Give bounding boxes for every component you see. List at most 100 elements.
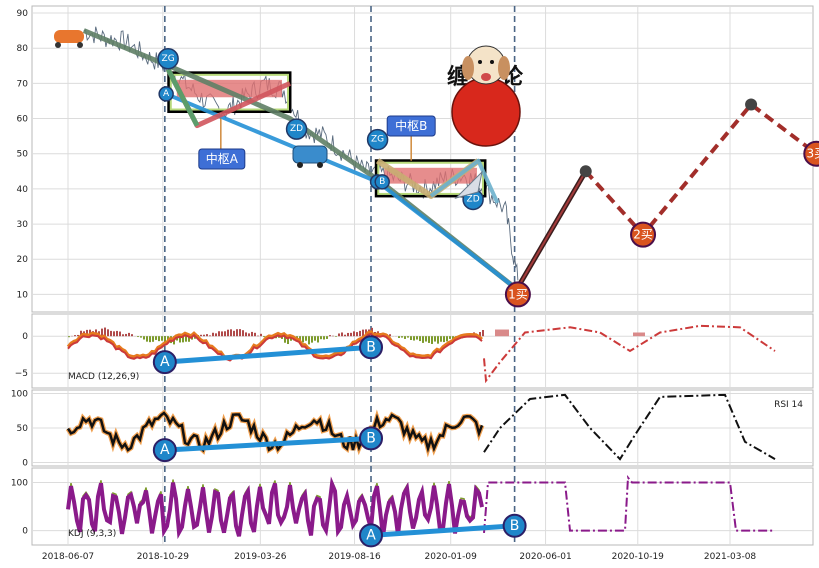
annotation-marker (504, 281, 531, 308)
annotation-marker (285, 118, 308, 140)
macd-histogram-bar (233, 330, 235, 337)
macd-projection-bar (633, 332, 645, 337)
plane-icon (454, 170, 483, 199)
annotation-label: 2买 (633, 228, 653, 242)
callout-label-a: 中枢A (206, 151, 239, 166)
panel-frame-macd (31, 313, 814, 389)
annotation-label: ZG (371, 135, 384, 145)
car-wheel (317, 162, 323, 168)
annotation-marker (157, 48, 179, 70)
x-tick-label: 2018-10-29 (137, 552, 190, 562)
kdj-divergence-label: B (510, 518, 520, 534)
callout-label-b: 中枢B (395, 118, 427, 133)
macd-histogram-bar (341, 332, 343, 337)
rsi-divergence-marker (152, 438, 177, 463)
macd-divergence-marker (359, 335, 384, 360)
annotation-marker (366, 128, 389, 151)
macd-histogram-bar (248, 333, 250, 337)
macd-histogram-bar (185, 336, 187, 342)
macd-histogram-bar (326, 336, 328, 339)
macd-divergence-line (164, 344, 372, 365)
macd-histogram-bar (335, 336, 337, 337)
macd-histogram-bar (434, 336, 436, 342)
macd-histogram-bar (479, 332, 481, 337)
kdj-projection-line (483, 475, 775, 534)
macd-divergence-label: B (366, 339, 376, 355)
kdj-divergence-marker (502, 513, 527, 538)
annotation-marker (374, 174, 390, 190)
macd-histogram-bar (182, 336, 184, 343)
pivot-band (176, 79, 282, 98)
x-tick-label: 2020-10-19 (612, 552, 665, 562)
x-tick-label: 2021-03-08 (704, 552, 757, 562)
annotation-label: ZD (467, 194, 480, 204)
macd-histogram-bar (281, 336, 283, 339)
y-tick-label: 50 (17, 150, 29, 160)
macd-histogram-bar (224, 331, 226, 337)
macd-histogram-bar (350, 332, 352, 337)
macd-histogram-bar (338, 333, 340, 337)
macd-histogram-bar (107, 329, 109, 337)
mascot-ear-left (462, 56, 474, 80)
callout-box-a (198, 148, 246, 170)
y-tick-label: 80 (17, 44, 29, 54)
rsi-projection-line (483, 393, 776, 461)
mascot-ear-right (498, 56, 510, 80)
y-tick-label: 90 (17, 9, 29, 19)
macd-histogram-bar (113, 331, 115, 337)
macd-histogram-bar (344, 334, 346, 337)
macd-histogram-bar (287, 336, 289, 345)
y-tick-label: 10 (17, 290, 29, 300)
macd-histogram-bar (446, 336, 448, 342)
panel-frame-price (31, 5, 814, 313)
macd-histogram-bar (422, 336, 424, 343)
macd-histogram-bar (254, 332, 256, 337)
macd-histogram-bar (362, 329, 364, 337)
macd-histogram-bar (119, 331, 121, 337)
rsi-divergence-label: A (160, 442, 170, 458)
y-tick-label: 0 (22, 527, 28, 537)
macd-histogram-bar (194, 336, 196, 339)
macd-histogram-bar (329, 335, 331, 337)
macd-histogram-bar (419, 336, 421, 342)
macd-histogram-bar (227, 329, 229, 337)
macd-histogram-bar (449, 336, 451, 339)
macd-histogram-bar (218, 331, 220, 337)
macd-histogram-bar (431, 336, 433, 344)
x-tick-label: 2018-06-07 (42, 552, 94, 562)
macd-histogram-bar (404, 336, 406, 339)
annotation-marker (803, 140, 819, 167)
macd-histogram-bar (110, 330, 112, 337)
macd-histogram-bar (143, 336, 145, 340)
macd-histogram-bar (242, 330, 244, 337)
macd-histogram-bar (86, 329, 88, 337)
macd-histogram-bar (311, 336, 313, 343)
annotation-label: A (163, 89, 170, 99)
y-tick-label: −5 (15, 369, 28, 379)
scooter-icon (54, 30, 84, 43)
macd-histogram-bar (161, 336, 163, 341)
macd-histogram-bar (200, 334, 202, 337)
macd-histogram-bar (179, 336, 181, 343)
y-tick-label: 30 (17, 220, 29, 230)
y-tick-label: 100 (11, 478, 28, 488)
macd-histogram-bar (416, 336, 418, 340)
macd-histogram-bar (353, 331, 355, 337)
annotation-label: ZG (162, 54, 175, 64)
macd-histogram-bar (209, 335, 211, 337)
x-tick-label: 2019-03-26 (234, 552, 287, 562)
macd-histogram-bar (428, 336, 430, 343)
macd-line (66, 330, 483, 361)
macd-histogram-bar (407, 336, 409, 338)
macd-histogram-bar (440, 336, 442, 342)
macd-histogram-bar (68, 336, 70, 338)
macd-histogram-bar (80, 330, 82, 337)
annotation-label: B (379, 177, 385, 187)
macd-histogram-bar (482, 329, 484, 337)
rsi-divergence-line (164, 435, 372, 453)
macd-histogram-bar (356, 332, 358, 337)
macd-histogram-bar (305, 336, 307, 341)
macd-histogram-bar (101, 328, 103, 337)
macd-histogram-bar (116, 330, 118, 337)
